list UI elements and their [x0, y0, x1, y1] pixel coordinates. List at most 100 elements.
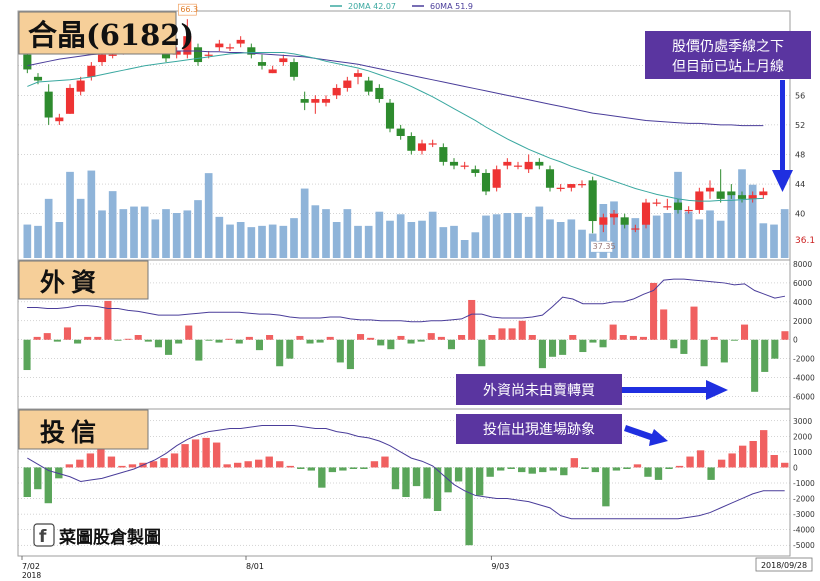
- trust-tick-label: -4000: [793, 526, 815, 535]
- foreign-net-bar: [387, 339, 395, 350]
- foreign-annotation: 外資尚未由賣轉買: [456, 374, 622, 405]
- main-annotation-line1: 股價仍處季線之下: [672, 38, 784, 55]
- trust-annotation-text: 投信出現進場跡象: [483, 422, 595, 438]
- foreign-net-bar: [356, 334, 365, 340]
- candle-body: [375, 87, 384, 100]
- candle-body: [55, 117, 64, 122]
- trust-net-bar: [360, 467, 368, 469]
- volume-bar: [471, 232, 480, 258]
- volume-bar: [482, 215, 490, 258]
- candle-body: [204, 54, 213, 56]
- volume-bar: [652, 215, 661, 258]
- volume-bar: [716, 220, 725, 258]
- foreign-net-bar: [124, 338, 132, 340]
- candle-body: [481, 172, 491, 192]
- trust-net-bar: [307, 467, 315, 471]
- foreign-annotation-text: 外資尚未由賣轉買: [483, 383, 595, 399]
- volume-bar: [748, 184, 757, 258]
- foreign-net-bar: [579, 339, 587, 353]
- volume-bar: [279, 225, 288, 258]
- volume-bar: [34, 225, 42, 258]
- candle-body: [172, 50, 181, 55]
- foreign-net-bar: [569, 335, 577, 340]
- foreign-net-bar: [367, 337, 375, 340]
- main-annotation: 股價仍處季線之下 但目前已站上月線: [645, 31, 811, 79]
- foreign-arrow: [622, 380, 728, 400]
- trust-net-bar: [518, 467, 526, 473]
- volume-bar: [215, 216, 224, 258]
- foreign-net-bar: [730, 339, 738, 341]
- candle-body: [727, 191, 736, 196]
- trust-net-bar: [276, 461, 284, 468]
- trust-tick-label: 1000: [793, 448, 812, 457]
- foreign-net-bar: [185, 325, 193, 340]
- foreign-net-bar: [296, 335, 304, 340]
- candle-body: [44, 91, 53, 118]
- foreign-net-bar: [235, 339, 243, 344]
- foreign-net-bar: [781, 331, 789, 340]
- trust-net-bar: [665, 467, 673, 469]
- volume-bar: [322, 209, 330, 258]
- foreign-tick-label: -4000: [793, 374, 815, 383]
- candle-body: [407, 136, 416, 151]
- trust-net-bar: [686, 456, 694, 468]
- trust-net-bar: [423, 467, 431, 499]
- candle-body: [439, 147, 448, 162]
- foreign-net-bar: [710, 336, 718, 340]
- candle-body: [108, 54, 117, 56]
- foreign-net-bar: [700, 339, 708, 367]
- foreign-net-bar: [609, 324, 617, 340]
- candle-body: [247, 47, 256, 55]
- foreign-net-bar: [114, 339, 122, 341]
- trust-net-bar: [539, 467, 547, 473]
- volume-bar: [290, 218, 298, 258]
- candle-body: [193, 47, 203, 63]
- volume-bar: [546, 219, 554, 258]
- foreign-net-bar: [33, 336, 41, 340]
- volume-bar: [759, 223, 768, 258]
- main-annotation-box: [645, 31, 811, 79]
- candle-body: [279, 58, 288, 63]
- price-tick-label: 56: [795, 91, 805, 100]
- trust-net-bar: [454, 467, 463, 482]
- foreign-title-box: [18, 260, 149, 300]
- volume-bar: [76, 198, 85, 258]
- low-price-label: 37.35: [593, 242, 616, 251]
- candle-body: [599, 217, 608, 225]
- candle-body: [396, 128, 405, 136]
- volume-bar: [332, 222, 341, 258]
- foreign-net-bar: [397, 335, 405, 340]
- volume-bar: [450, 225, 458, 258]
- trust-net-bar: [486, 467, 494, 477]
- trust-net-bar: [191, 439, 200, 468]
- trust-tick-label: -2000: [793, 495, 815, 504]
- main-title-box: [18, 11, 177, 55]
- trust-net-bar: [654, 467, 663, 480]
- foreign-arrow-shaft: [622, 387, 710, 393]
- trust-net-bar: [675, 465, 684, 468]
- foreign-net-bar: [619, 335, 627, 340]
- trust-net-bar: [381, 456, 389, 468]
- candle-body: [215, 43, 224, 48]
- volume-bar: [396, 214, 405, 258]
- foreign-net-bar: [134, 335, 142, 340]
- x-axis-year-label: 2018: [22, 571, 41, 580]
- foreign-cumulative-line: [27, 278, 786, 323]
- volume-bar: [66, 171, 74, 258]
- last-date-box: [755, 557, 813, 572]
- x-axis-label: 9/03: [491, 562, 509, 571]
- trust-tick-label: -5000: [793, 541, 815, 550]
- volume-bar: [258, 225, 266, 258]
- x-axis-label: 7/02: [22, 562, 40, 571]
- candle-body: [513, 165, 523, 167]
- foreign-net-bar: [205, 339, 213, 341]
- foreign-net-bar: [498, 328, 506, 340]
- trust-net-bar: [128, 464, 137, 468]
- trust-net-bar: [549, 467, 557, 471]
- trust-net-bar: [612, 467, 621, 471]
- volume-bar: [311, 205, 320, 258]
- trust-net-bar: [738, 445, 747, 468]
- candle-body: [652, 202, 661, 204]
- foreign-tick-label: 6000: [793, 279, 812, 288]
- candle-body: [449, 161, 459, 166]
